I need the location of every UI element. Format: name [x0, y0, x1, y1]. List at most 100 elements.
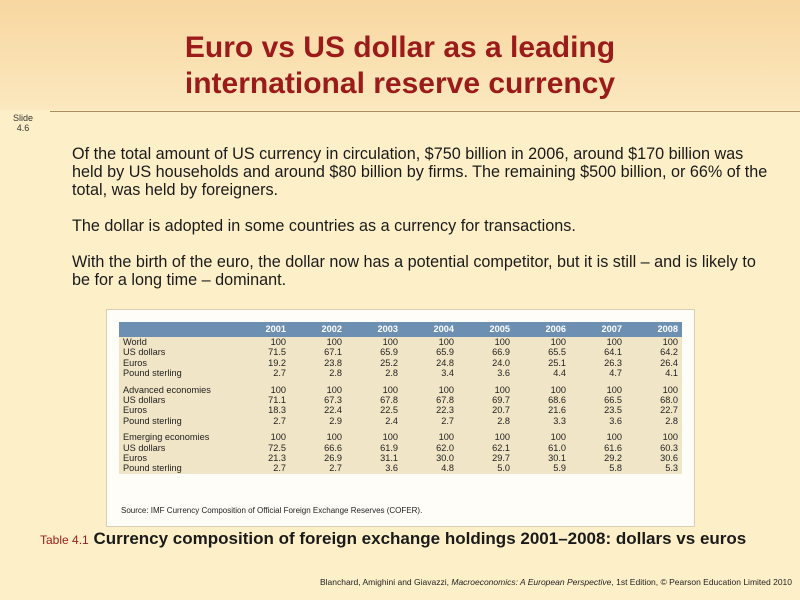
table-cell: 72.5	[234, 442, 290, 454]
table-row: Pound sterling 2.7 2.9 2.4 2.7 2.8 3.3 3.6 2.8	[119, 415, 682, 427]
year-header: 2006	[514, 322, 570, 337]
table-cell: 64.1	[570, 347, 626, 358]
table-row: US dollars 71.5 67.1 65.9 65.9 66.9 65.5 64.1 64…	[119, 347, 682, 358]
table-cell: 100	[458, 337, 514, 348]
table-cell: 66.6	[290, 442, 346, 454]
footer-book-title: Macroeconomics: A European Perspective	[451, 577, 612, 587]
table-cell: 30.0	[402, 453, 458, 464]
header-divider	[50, 111, 800, 112]
row-label: World	[119, 337, 234, 348]
table-row: US dollars 71.1 67.3 67.8 67.8 69.7 68.6 66.5 68…	[119, 395, 682, 406]
table-cell: 30.6	[626, 453, 682, 464]
table-cell: 30.1	[514, 453, 570, 464]
table-row: Pound sterling 2.7 2.8 2.8 3.4 3.6 4.4 4.7 4.1	[119, 368, 682, 379]
year-header: 2002	[290, 322, 346, 337]
table-cell: 26.3	[570, 357, 626, 369]
table-cell: 64.2	[626, 347, 682, 358]
table-cell: 100	[626, 384, 682, 396]
table-cell: 100	[570, 432, 626, 443]
table-cell: 100	[458, 432, 514, 443]
caption-number: Table 4.1	[40, 533, 89, 547]
table-cell: 67.1	[290, 347, 346, 358]
table-cell: 100	[346, 432, 402, 443]
table-body: World 100 100 100 100 100 100 100 100 US dollars 7…	[119, 337, 682, 474]
row-label: Euros	[119, 405, 234, 416]
table-cell: 23.8	[290, 357, 346, 369]
table-cell: 100	[514, 384, 570, 396]
table-cell: 19.2	[234, 357, 290, 369]
table-cell: 66.9	[458, 347, 514, 358]
table-cell: 22.3	[402, 405, 458, 416]
table-cell: 2.7	[234, 463, 290, 474]
year-header: 2005	[458, 322, 514, 337]
table-cell: 21.3	[234, 453, 290, 464]
table-cell: 24.8	[402, 357, 458, 369]
table-cell: 65.5	[514, 347, 570, 358]
table-cell: 71.1	[234, 395, 290, 406]
table-cell: 67.8	[346, 395, 402, 406]
year-header: 2008	[626, 322, 682, 337]
table-cell: 71.5	[234, 347, 290, 358]
table-cell: 18.3	[234, 405, 290, 416]
table-cell: 29.2	[570, 453, 626, 464]
table-cell: 2.7	[234, 368, 290, 379]
table-cell: 66.5	[570, 395, 626, 406]
table-cell: 100	[234, 337, 290, 348]
table-cell: 5.9	[514, 463, 570, 474]
footer-citation: Blanchard, Amighini and Giavazzi, Macroe…	[320, 577, 792, 587]
currency-composition-table: 2001 2002 2003 2004 2005 2006 2007 2008 …	[119, 322, 682, 474]
paragraph-1: Of the total amount of US currency in ci…	[72, 145, 768, 199]
group-spacer	[119, 378, 682, 385]
table-header-blank	[119, 322, 234, 337]
table-source: Source: IMF Currency Composition of Offi…	[121, 506, 423, 515]
row-label: US dollars	[119, 442, 234, 454]
table-cell: 100	[234, 384, 290, 396]
table-cell: 2.4	[346, 415, 402, 427]
table-cell: 5.8	[570, 463, 626, 474]
table-cell: 65.9	[346, 347, 402, 358]
table-cell: 62.0	[402, 442, 458, 454]
year-header: 2001	[234, 322, 290, 337]
table-row: Euros 18.3 22.4 22.5 22.3 20.7 21.6 23.5 22.7	[119, 405, 682, 416]
table-cell: 100	[514, 337, 570, 348]
row-label: Pound sterling	[119, 463, 234, 474]
group-spacer	[119, 426, 682, 433]
data-table-panel: 2001 2002 2003 2004 2005 2006 2007 2008 …	[106, 309, 695, 527]
body-text: Of the total amount of US currency in ci…	[72, 145, 777, 307]
table-cell: 2.8	[346, 368, 402, 379]
row-label: US dollars	[119, 347, 234, 358]
table-row: Euros 19.2 23.8 25.2 24.8 24.0 25.1 26.3 26.4	[119, 357, 682, 369]
table-cell: 100	[402, 337, 458, 348]
header-band	[0, 0, 800, 110]
table-cell: 22.4	[290, 405, 346, 416]
caption-text: Currency composition of foreign exchange…	[93, 529, 747, 548]
table-caption: Table 4.1 Currency composition of foreig…	[40, 528, 760, 551]
year-header: 2007	[570, 322, 626, 337]
row-label: Pound sterling	[119, 368, 234, 379]
table-cell: 100	[514, 432, 570, 443]
table-cell: 2.8	[290, 368, 346, 379]
table-cell: 60.3	[626, 442, 682, 454]
table-cell: 100	[346, 384, 402, 396]
table-cell: 68.6	[514, 395, 570, 406]
table-cell: 68.0	[626, 395, 682, 406]
table-cell: 3.4	[402, 368, 458, 379]
table-cell: 2.8	[626, 415, 682, 427]
slide-number: Slide 4.6	[6, 113, 40, 133]
table-row: Pound sterling 2.7 2.7 3.6 4.8 5.0 5.9 5.8 5.3	[119, 463, 682, 474]
table-cell: 61.9	[346, 442, 402, 454]
table-cell: 2.7	[234, 415, 290, 427]
table-cell: 3.6	[570, 415, 626, 427]
footer-authors: Blanchard, Amighini and Giavazzi,	[319, 577, 449, 587]
row-label: Emerging economies	[119, 432, 234, 443]
table-cell: 24.0	[458, 357, 514, 369]
table-cell: 2.7	[290, 463, 346, 474]
table-cell: 31.1	[346, 453, 402, 464]
spacer-cell	[119, 426, 682, 433]
table-cell: 100	[290, 384, 346, 396]
table-cell: 100	[626, 337, 682, 348]
table-cell: 100	[290, 432, 346, 443]
table-cell: 5.3	[626, 463, 682, 474]
table-cell: 2.7	[402, 415, 458, 427]
table-cell: 67.3	[290, 395, 346, 406]
